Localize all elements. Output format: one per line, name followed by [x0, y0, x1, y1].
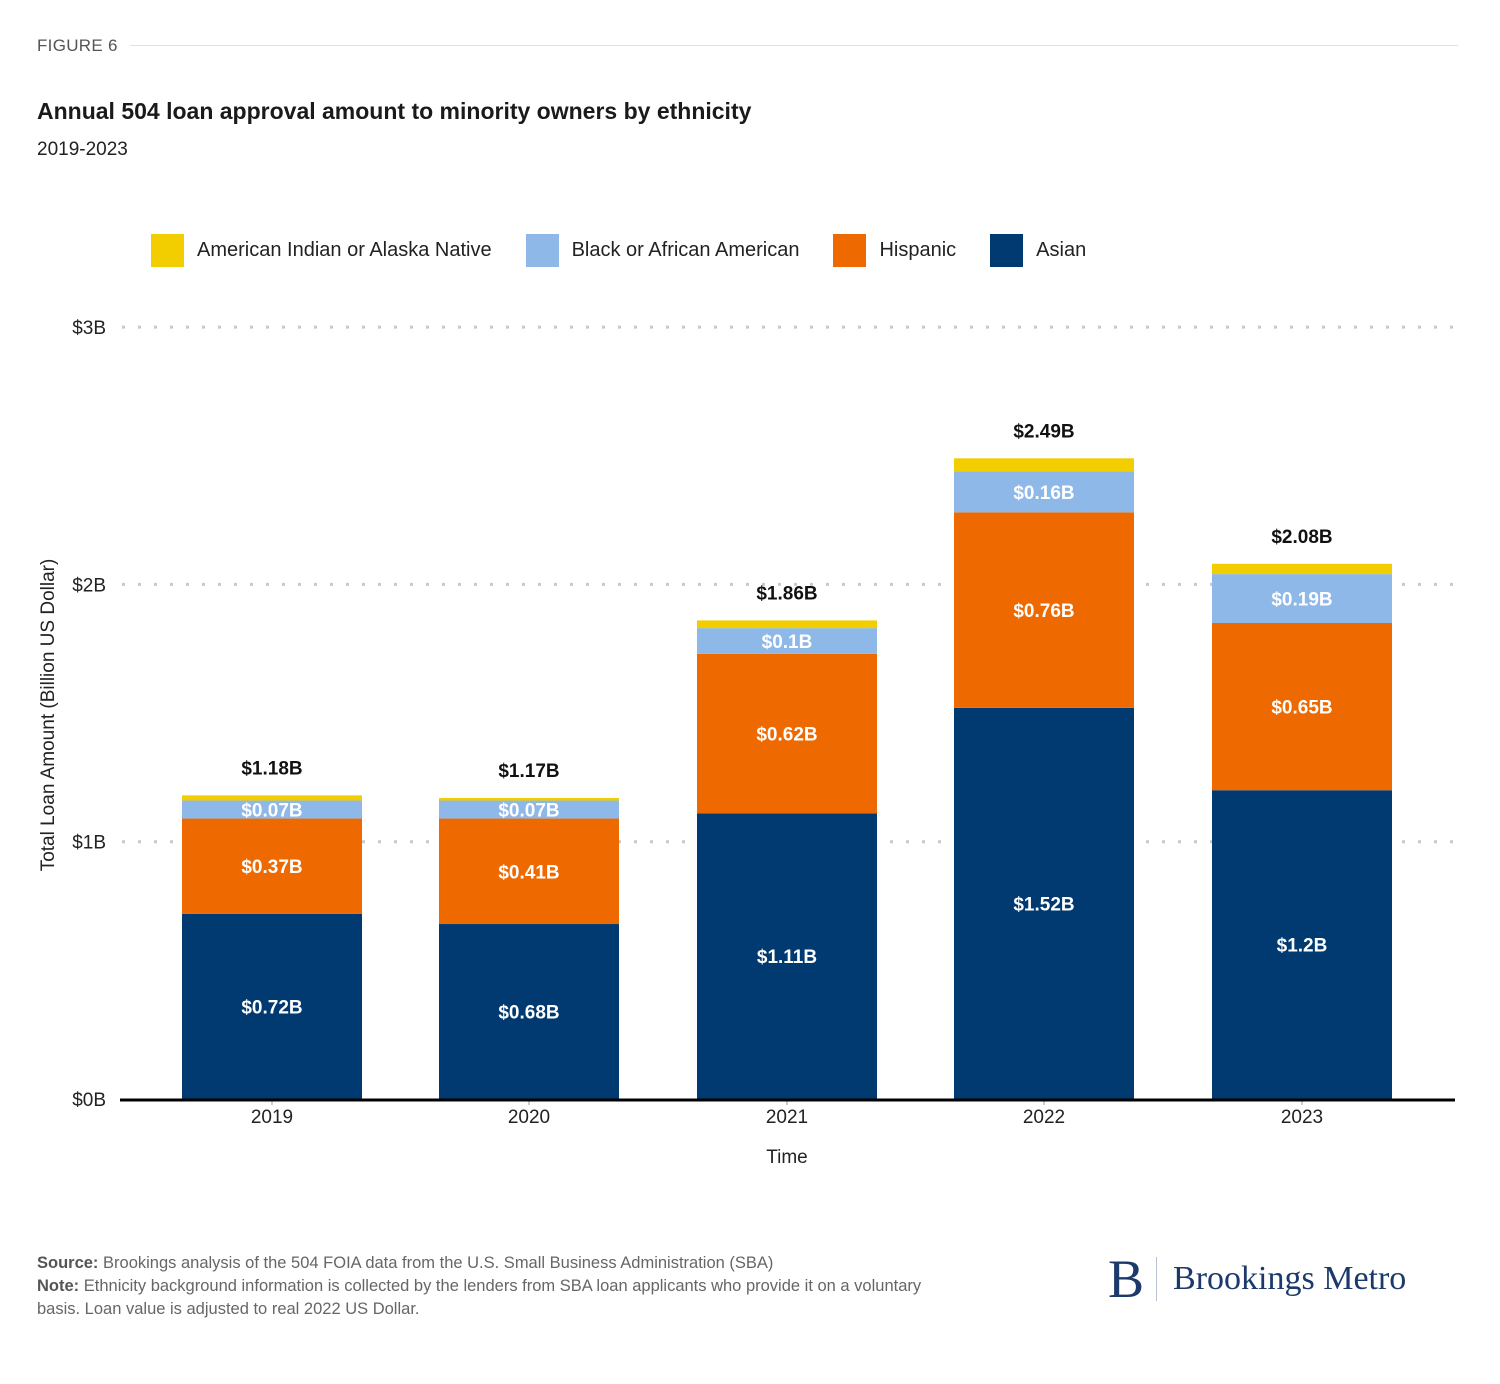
logo-mark: B: [1108, 1249, 1145, 1309]
segment-value-label: $1.2B: [1277, 936, 1328, 957]
bar-segment-american-indian-or-alaska-native: [954, 458, 1134, 472]
segment-value-label: $0.16B: [1013, 483, 1074, 504]
y-tick-label: $2B: [72, 575, 106, 596]
x-axis-title: Time: [766, 1147, 808, 1168]
legend: American Indian or Alaska Native Black o…: [151, 234, 1120, 267]
x-tick-label: 2022: [1023, 1107, 1065, 1128]
bar-segment-hispanic: [182, 818, 362, 914]
footer-notes: Source: Brookings analysis of the 504 FO…: [37, 1252, 967, 1321]
chart-subtitle: 2019-2023: [37, 139, 128, 160]
legend-label: Black or African American: [571, 239, 800, 261]
legend-label: American Indian or Alaska Native: [197, 239, 492, 261]
segment-value-label: $0.76B: [1013, 601, 1074, 622]
note-label: Note:: [37, 1277, 80, 1295]
segment-value-label: $0.07B: [498, 801, 559, 822]
bar-segment-hispanic: [439, 818, 619, 925]
segment-value-label: $0.68B: [498, 1003, 559, 1024]
legend-item-american-indian: American Indian or Alaska Native: [151, 234, 492, 267]
segment-value-label: $1.52B: [1013, 894, 1074, 915]
header-divider: [130, 45, 1458, 46]
y-tick-label: $0B: [72, 1090, 106, 1111]
legend-swatch-hispanic: [833, 234, 867, 267]
legend-label: Asian: [1036, 239, 1087, 261]
segment-value-label: $1.11B: [757, 947, 817, 968]
bar-segment-black-or-african-american: [697, 628, 877, 654]
segment-value-label: $0.65B: [1271, 698, 1332, 719]
note-line: Note: Ethnicity background information i…: [37, 1275, 967, 1321]
figure-label: FIGURE 6: [37, 36, 118, 55]
stacked-bar-chart: $0B $1B $2B $3B $0.72B $0.37B $0.07B $1.18B 2019…: [38, 318, 1455, 1168]
legend-item-black: Black or African American: [525, 234, 800, 267]
bar-segment-asian: [1212, 790, 1392, 1099]
bar-total-label: $1.17B: [498, 761, 559, 782]
segment-value-label: $0.62B: [756, 725, 817, 746]
legend-swatch-asian: [990, 234, 1024, 267]
bar-segment-hispanic: [697, 653, 877, 814]
logo-text: Brookings Metro: [1173, 1260, 1407, 1297]
segment-value-label: $0.41B: [498, 862, 559, 883]
x-tick-label: 2021: [766, 1107, 808, 1128]
y-tick-label: $1B: [72, 833, 106, 854]
x-tick-label: 2020: [508, 1107, 550, 1128]
y-tick-label: $3B: [72, 318, 106, 339]
legend-item-hispanic: Hispanic: [833, 234, 956, 267]
brookings-metro-logo: B Brookings Metro: [1108, 1252, 1406, 1306]
bar-total-label: $2.49B: [1013, 421, 1074, 442]
segment-value-label: $0.19B: [1271, 590, 1332, 611]
bar-total-label: $1.86B: [756, 583, 817, 604]
legend-swatch-black: [525, 234, 559, 267]
segment-value-label: $0.37B: [241, 857, 302, 878]
note-text: Ethnicity background information is coll…: [37, 1277, 922, 1318]
bar-segment-asian: [439, 924, 619, 1099]
bar-segment-asian: [182, 913, 362, 1099]
bar-segment-american-indian-or-alaska-native: [1212, 563, 1392, 575]
bar-segment-black-or-african-american: [954, 471, 1134, 513]
x-tick-label: 2023: [1281, 1107, 1323, 1128]
y-axis-title: Total Loan Amount (Billion US Dollar): [38, 559, 59, 872]
bar-segment-american-indian-or-alaska-native: [182, 795, 362, 801]
segment-value-label: $0.07B: [241, 801, 302, 822]
bar-segment-american-indian-or-alaska-native: [439, 797, 619, 801]
bar-total-label: $2.08B: [1271, 527, 1332, 548]
bar-segment-black-or-african-american: [182, 800, 362, 819]
legend-label: Hispanic: [879, 239, 957, 261]
legend-item-asian: Asian: [990, 234, 1086, 267]
bar-total-label: $1.18B: [241, 758, 302, 779]
bar-segment-asian: [697, 813, 877, 1099]
segment-value-label: $0.1B: [762, 632, 813, 653]
segment-value-label: $0.72B: [241, 997, 302, 1018]
source-text: Brookings analysis of the 504 FOIA data …: [98, 1254, 774, 1272]
x-tick-label: 2019: [251, 1107, 293, 1128]
bar-segment-black-or-african-american: [439, 800, 619, 819]
chart-title: Annual 504 loan approval amount to minor…: [37, 98, 752, 124]
bar-segment-asian: [954, 707, 1134, 1099]
bar-segment-black-or-african-american: [1212, 574, 1392, 623]
logo-divider: [1156, 1257, 1158, 1301]
legend-swatch-american-indian: [151, 234, 184, 267]
bar-segment-hispanic: [954, 512, 1134, 708]
source-line: Source: Brookings analysis of the 504 FO…: [37, 1252, 967, 1275]
source-label: Source:: [37, 1254, 99, 1272]
bar-segment-hispanic: [1212, 622, 1392, 791]
bar-segment-american-indian-or-alaska-native: [697, 620, 877, 629]
